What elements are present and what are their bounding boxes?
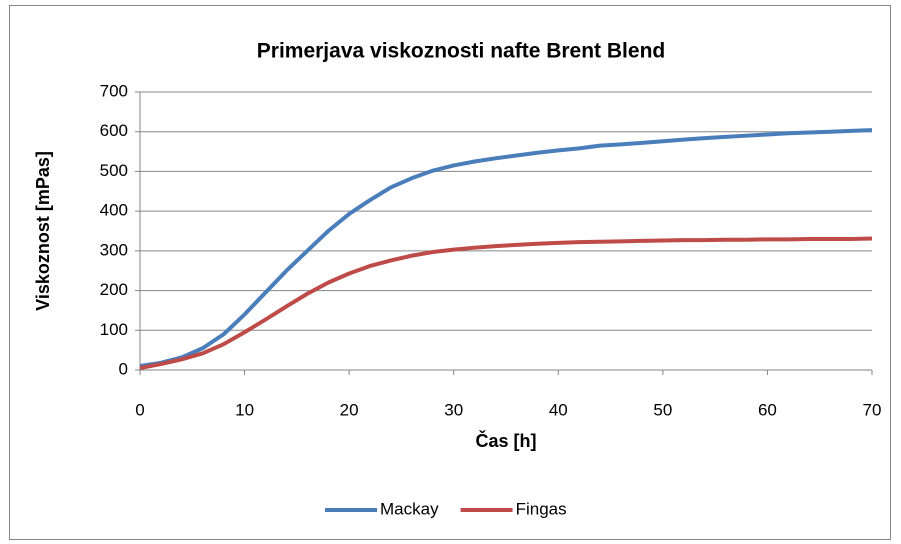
x-tick-label: 70 [863,400,882,419]
x-tick-label: 10 [235,400,254,419]
y-tick-label: 100 [100,320,128,339]
y-tick-label: 300 [100,240,128,259]
legend-label: Fingas [516,499,567,518]
chart-title: Primerjava viskoznosti nafte Brent Blend [257,40,665,63]
y-axis-title: Viskoznost [mPas] [33,151,53,311]
legend-label: Mackay [380,499,439,518]
y-tick-label: 700 [100,81,128,100]
y-tick-label: 0 [119,359,128,378]
x-tick-label: 30 [444,400,463,419]
y-tick-label: 200 [100,280,128,299]
y-tick-label: 500 [100,161,128,180]
line-series [139,128,873,369]
x-axis-title: Čas [h] [475,430,536,451]
x-tick-label: 0 [135,400,144,419]
x-tick-label: 50 [653,400,672,419]
x-tick-label: 20 [340,400,359,419]
chart-border [9,5,891,540]
x-tick-label: 40 [549,400,568,419]
y-tick-label: 600 [100,121,128,140]
line-series [139,236,873,370]
y-tick-label: 400 [100,201,128,220]
x-tick-label: 60 [758,400,777,419]
